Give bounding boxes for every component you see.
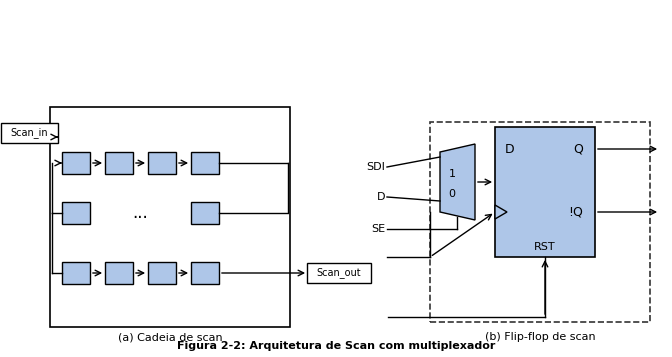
Bar [50, 107, 290, 327]
Text: Q: Q [573, 142, 583, 156]
FancyBboxPatch shape [191, 202, 219, 224]
Text: Figura 2-2: Arquitetura de Scan com multiplexador: Figura 2-2: Arquitetura de Scan com mult… [177, 341, 495, 351]
Bar [430, 122, 650, 322]
Text: RST: RST [534, 242, 556, 252]
Text: 1: 1 [448, 169, 456, 179]
FancyBboxPatch shape [62, 202, 90, 224]
Text: D: D [505, 142, 515, 156]
Text: (b) Flip-flop de scan: (b) Flip-flop de scan [485, 332, 595, 342]
FancyBboxPatch shape [191, 262, 219, 284]
Text: D: D [376, 192, 385, 202]
FancyBboxPatch shape [307, 263, 371, 283]
FancyBboxPatch shape [191, 152, 219, 174]
Text: 0: 0 [448, 189, 456, 199]
Bar [495, 127, 595, 257]
Text: ...: ... [132, 204, 148, 222]
FancyBboxPatch shape [1, 123, 58, 143]
FancyBboxPatch shape [148, 152, 176, 174]
Text: Scan_out: Scan_out [317, 267, 362, 278]
Text: Scan_in: Scan_in [10, 127, 48, 139]
Text: (a) Cadeia de scan: (a) Cadeia de scan [118, 332, 222, 342]
FancyBboxPatch shape [62, 152, 90, 174]
FancyBboxPatch shape [148, 262, 176, 284]
Polygon shape [495, 205, 507, 219]
Text: SE: SE [371, 224, 385, 234]
Text: SDI: SDI [366, 162, 385, 172]
FancyBboxPatch shape [62, 262, 90, 284]
FancyBboxPatch shape [105, 152, 133, 174]
Text: !Q: !Q [568, 206, 583, 218]
FancyBboxPatch shape [105, 262, 133, 284]
Polygon shape [440, 144, 475, 220]
